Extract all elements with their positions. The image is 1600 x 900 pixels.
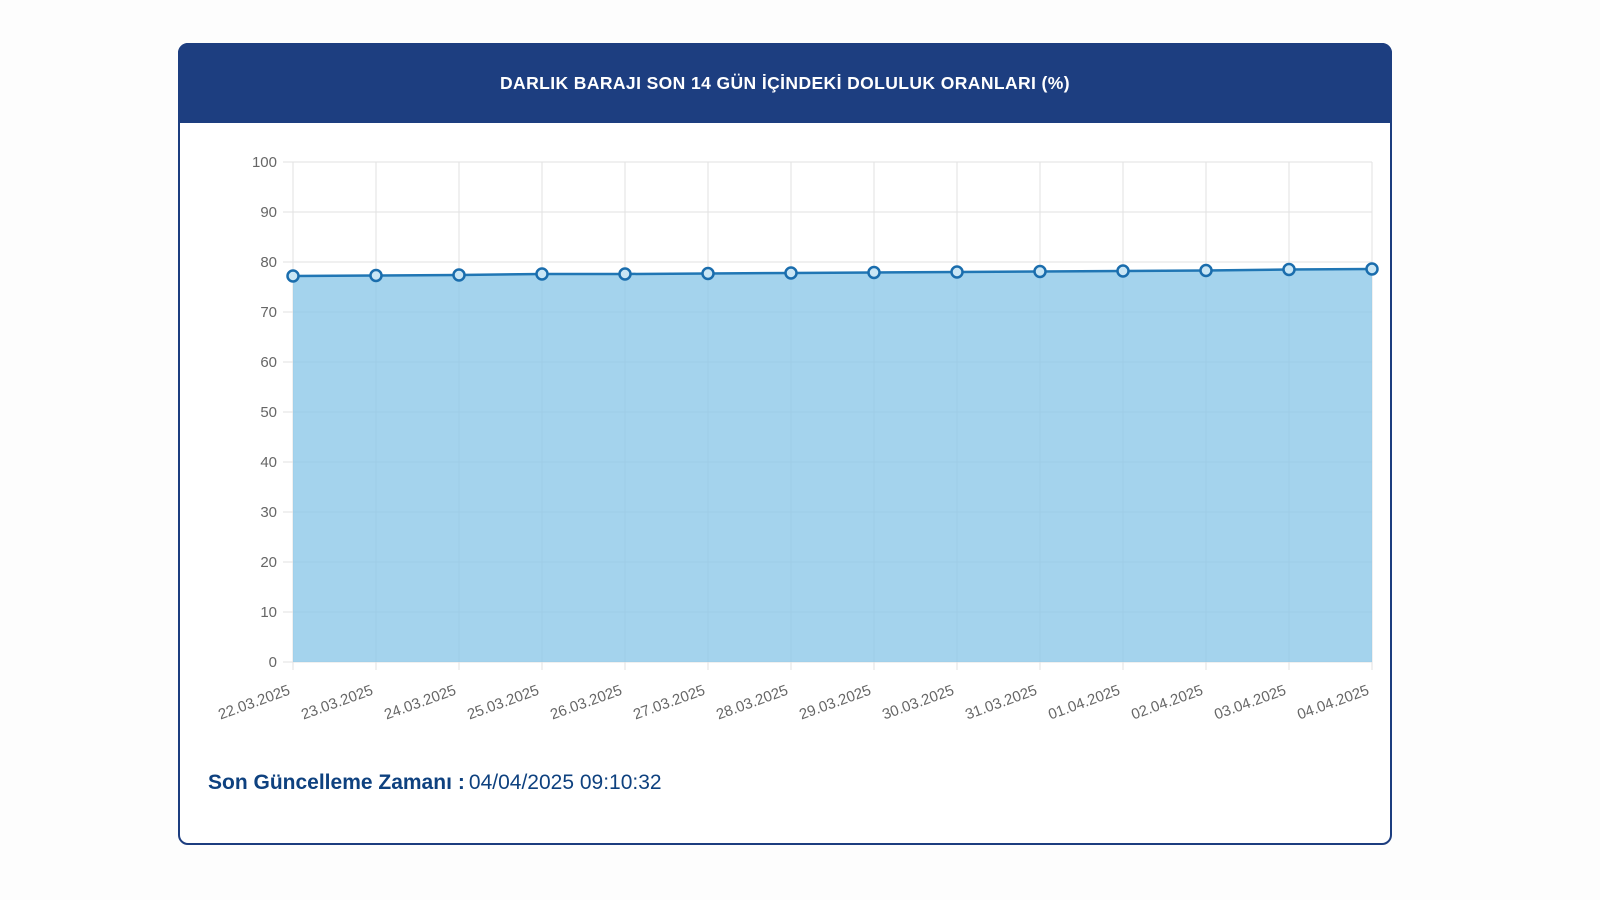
data-point[interactable] <box>701 266 715 281</box>
chart-title: DARLIK BARAJI SON 14 GÜN İÇİNDEKİ DOLULU… <box>500 72 1070 93</box>
x-tick-label: 23.03.2025 <box>299 682 375 724</box>
x-tick-label: 31.03.2025 <box>963 682 1039 724</box>
x-tick-label: 30.03.2025 <box>880 682 956 724</box>
y-tick-label: 80 <box>260 254 277 271</box>
data-point[interactable] <box>950 265 964 279</box>
data-point[interactable] <box>867 265 881 280</box>
y-tick-label: 10 <box>260 604 277 621</box>
x-tick-label: 22.03.2025 <box>216 682 292 724</box>
last-update: Son Güncelleme Zamanı:04/04/2025 09:10:3… <box>208 771 662 795</box>
data-point[interactable] <box>1033 264 1047 279</box>
y-tick-label: 30 <box>260 504 277 521</box>
y-tick-label: 20 <box>260 554 277 571</box>
x-tick-label: 29.03.2025 <box>797 682 873 724</box>
fill-rate-area-chart[interactable]: 0 10 20 30 40 50 60 70 80 90 100 22.03.2025 23.03.20… <box>180 123 1390 763</box>
x-tick-label: 27.03.2025 <box>631 682 707 724</box>
y-tick-label: 90 <box>260 204 277 221</box>
chart-title-bar: DARLIK BARAJI SON 14 GÜN İÇİNDEKİ DOLULU… <box>178 43 1392 123</box>
data-point[interactable] <box>286 269 300 283</box>
data-point[interactable] <box>1199 263 1213 278</box>
series-line <box>292 267 1373 278</box>
x-tick-label: 24.03.2025 <box>382 682 458 724</box>
data-point[interactable] <box>618 267 632 281</box>
data-point[interactable] <box>1365 262 1379 276</box>
data-point[interactable] <box>1282 262 1296 277</box>
y-tick-label: 60 <box>260 354 277 371</box>
last-update-label: Son Güncelleme Zamanı <box>208 771 452 794</box>
y-tick-label: 40 <box>260 454 277 471</box>
y-tick-label: 0 <box>269 654 277 671</box>
chart-area[interactable]: 0 10 20 30 40 50 60 70 80 90 100 22.03.2025 23.03.20… <box>180 123 1390 763</box>
x-tick-label: 03.04.2025 <box>1212 682 1288 724</box>
data-point[interactable] <box>535 267 549 281</box>
data-point[interactable] <box>369 268 383 283</box>
data-point[interactable] <box>1116 264 1130 278</box>
data-point[interactable] <box>784 266 798 280</box>
x-tick-label: 02.04.2025 <box>1129 682 1205 724</box>
last-update-value: 04/04/2025 09:10:32 <box>468 771 662 794</box>
last-update-separator: : <box>457 771 465 794</box>
area-fill <box>293 269 1372 662</box>
x-tick-label: 28.03.2025 <box>714 682 790 724</box>
y-tick-label: 70 <box>260 304 277 321</box>
x-tick-label: 26.03.2025 <box>548 682 624 724</box>
x-tick-label: 25.03.2025 <box>465 682 541 724</box>
data-point[interactable] <box>452 268 466 282</box>
y-tick-label: 100 <box>252 154 277 171</box>
x-tick-label: 01.04.2025 <box>1046 682 1122 724</box>
y-tick-label: 50 <box>260 404 277 421</box>
x-tick-label: 04.04.2025 <box>1295 682 1371 724</box>
dam-chart-card: DARLIK BARAJI SON 14 GÜN İÇİNDEKİ DOLULU… <box>178 43 1392 845</box>
